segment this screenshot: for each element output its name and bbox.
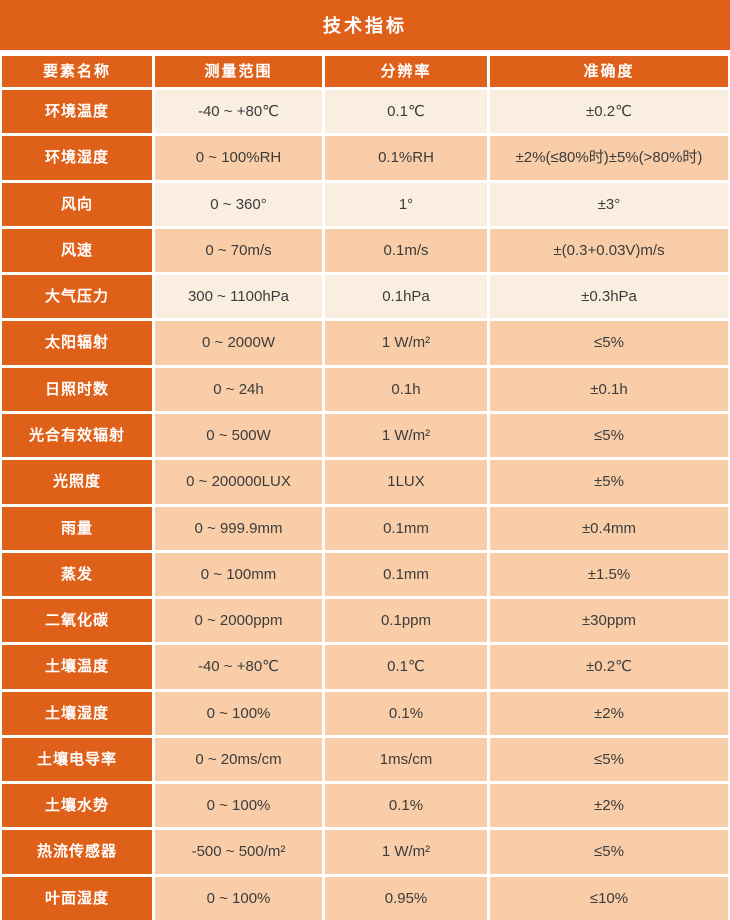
range-cell: 0 ~ 20ms/cm: [155, 737, 322, 782]
range-cell: 0 ~ 500W: [155, 413, 322, 458]
range-cell: 0 ~ 24h: [155, 367, 322, 411]
range-cell: 0 ~ 100mm: [155, 552, 322, 597]
accuracy-cell: ±2%(≤80%时)±5%(>80%时): [490, 136, 728, 180]
resolution-cell: 1 W/m²: [325, 321, 487, 365]
resolution-cell: 0.1hPa: [325, 275, 487, 319]
row-label-cell: 二氧化碳: [2, 599, 152, 643]
range-cell: 0 ~ 100%: [155, 784, 322, 828]
range-cell: -40 ~ +80℃: [155, 90, 322, 134]
row-label-cell: 叶面湿度: [2, 876, 152, 920]
range-cell: 0 ~ 360°: [155, 182, 322, 226]
accuracy-cell: ±0.2℃: [490, 645, 728, 689]
page-title-text: 技术指标: [323, 16, 407, 36]
resolution-cell: 1°: [325, 182, 487, 226]
row-label-cell: 光照度: [2, 460, 152, 504]
accuracy-cell: ≤10%: [490, 876, 728, 920]
resolution-cell: 0.1%: [325, 784, 487, 828]
accuracy-cell: ±3°: [490, 182, 728, 226]
range-cell: 0 ~ 70m/s: [155, 228, 322, 273]
header-resolution: 分辨率: [325, 56, 487, 87]
range-cell: 0 ~ 2000W: [155, 321, 322, 365]
header-element-name: 要素名称: [2, 56, 152, 87]
range-cell: -40 ~ +80℃: [155, 645, 322, 689]
header-accuracy: 准确度: [490, 56, 728, 87]
row-label-cell: 大气压力: [2, 275, 152, 319]
accuracy-cell: ±30ppm: [490, 599, 728, 643]
row-label-cell: 风速: [2, 228, 152, 273]
range-cell: 0 ~ 200000LUX: [155, 460, 322, 504]
range-cell: 0 ~ 100%: [155, 691, 322, 735]
accuracy-cell: ±1.5%: [490, 552, 728, 597]
resolution-cell: 0.1%RH: [325, 136, 487, 180]
range-cell: 0 ~ 100%RH: [155, 136, 322, 180]
resolution-cell: 1 W/m²: [325, 413, 487, 458]
accuracy-cell: ±5%: [490, 460, 728, 504]
spec-table: 要素名称 测量范围 分辨率 准确度 环境温度 -40 ~ +80℃ 0.1℃ ±…: [0, 56, 730, 920]
accuracy-cell: ≤5%: [490, 321, 728, 365]
accuracy-cell: ±2%: [490, 784, 728, 828]
row-label-cell: 土壤湿度: [2, 691, 152, 735]
resolution-cell: 0.1℃: [325, 90, 487, 134]
accuracy-cell: ±0.1h: [490, 367, 728, 411]
row-label-cell: 日照时数: [2, 367, 152, 411]
accuracy-cell: ±2%: [490, 691, 728, 735]
accuracy-cell: ±(0.3+0.03V)m/s: [490, 228, 728, 273]
resolution-cell: 0.1m/s: [325, 228, 487, 273]
resolution-cell: 0.1mm: [325, 506, 487, 550]
accuracy-cell: ±0.3hPa: [490, 275, 728, 319]
row-label-cell: 土壤温度: [2, 645, 152, 689]
range-cell: -500 ~ 500/m²: [155, 830, 322, 874]
row-label-cell: 蒸发: [2, 552, 152, 597]
accuracy-cell: ±0.2℃: [490, 90, 728, 134]
resolution-cell: 0.1mm: [325, 552, 487, 597]
row-label-cell: 太阳辐射: [2, 321, 152, 365]
accuracy-cell: ≤5%: [490, 737, 728, 782]
row-label-cell: 环境湿度: [2, 136, 152, 180]
range-cell: 300 ~ 1100hPa: [155, 275, 322, 319]
accuracy-cell: ≤5%: [490, 830, 728, 874]
resolution-cell: 0.1h: [325, 367, 487, 411]
resolution-cell: 0.1%: [325, 691, 487, 735]
row-label-cell: 土壤水势: [2, 784, 152, 828]
page-title: 技术指标: [0, 0, 730, 50]
resolution-cell: 0.95%: [325, 876, 487, 920]
resolution-cell: 1 W/m²: [325, 830, 487, 874]
range-cell: 0 ~ 999.9mm: [155, 506, 322, 550]
row-label-cell: 环境温度: [2, 90, 152, 134]
range-cell: 0 ~ 2000ppm: [155, 599, 322, 643]
row-label-cell: 风向: [2, 182, 152, 226]
row-label-cell: 雨量: [2, 506, 152, 550]
resolution-cell: 1ms/cm: [325, 737, 487, 782]
row-label-cell: 光合有效辐射: [2, 413, 152, 458]
row-label-cell: 热流传感器: [2, 830, 152, 874]
resolution-cell: 0.1ppm: [325, 599, 487, 643]
header-measurement-range: 测量范围: [155, 56, 322, 87]
resolution-cell: 1LUX: [325, 460, 487, 504]
accuracy-cell: ±0.4mm: [490, 506, 728, 550]
accuracy-cell: ≤5%: [490, 413, 728, 458]
range-cell: 0 ~ 100%: [155, 876, 322, 920]
row-label-cell: 土壤电导率: [2, 737, 152, 782]
resolution-cell: 0.1℃: [325, 645, 487, 689]
